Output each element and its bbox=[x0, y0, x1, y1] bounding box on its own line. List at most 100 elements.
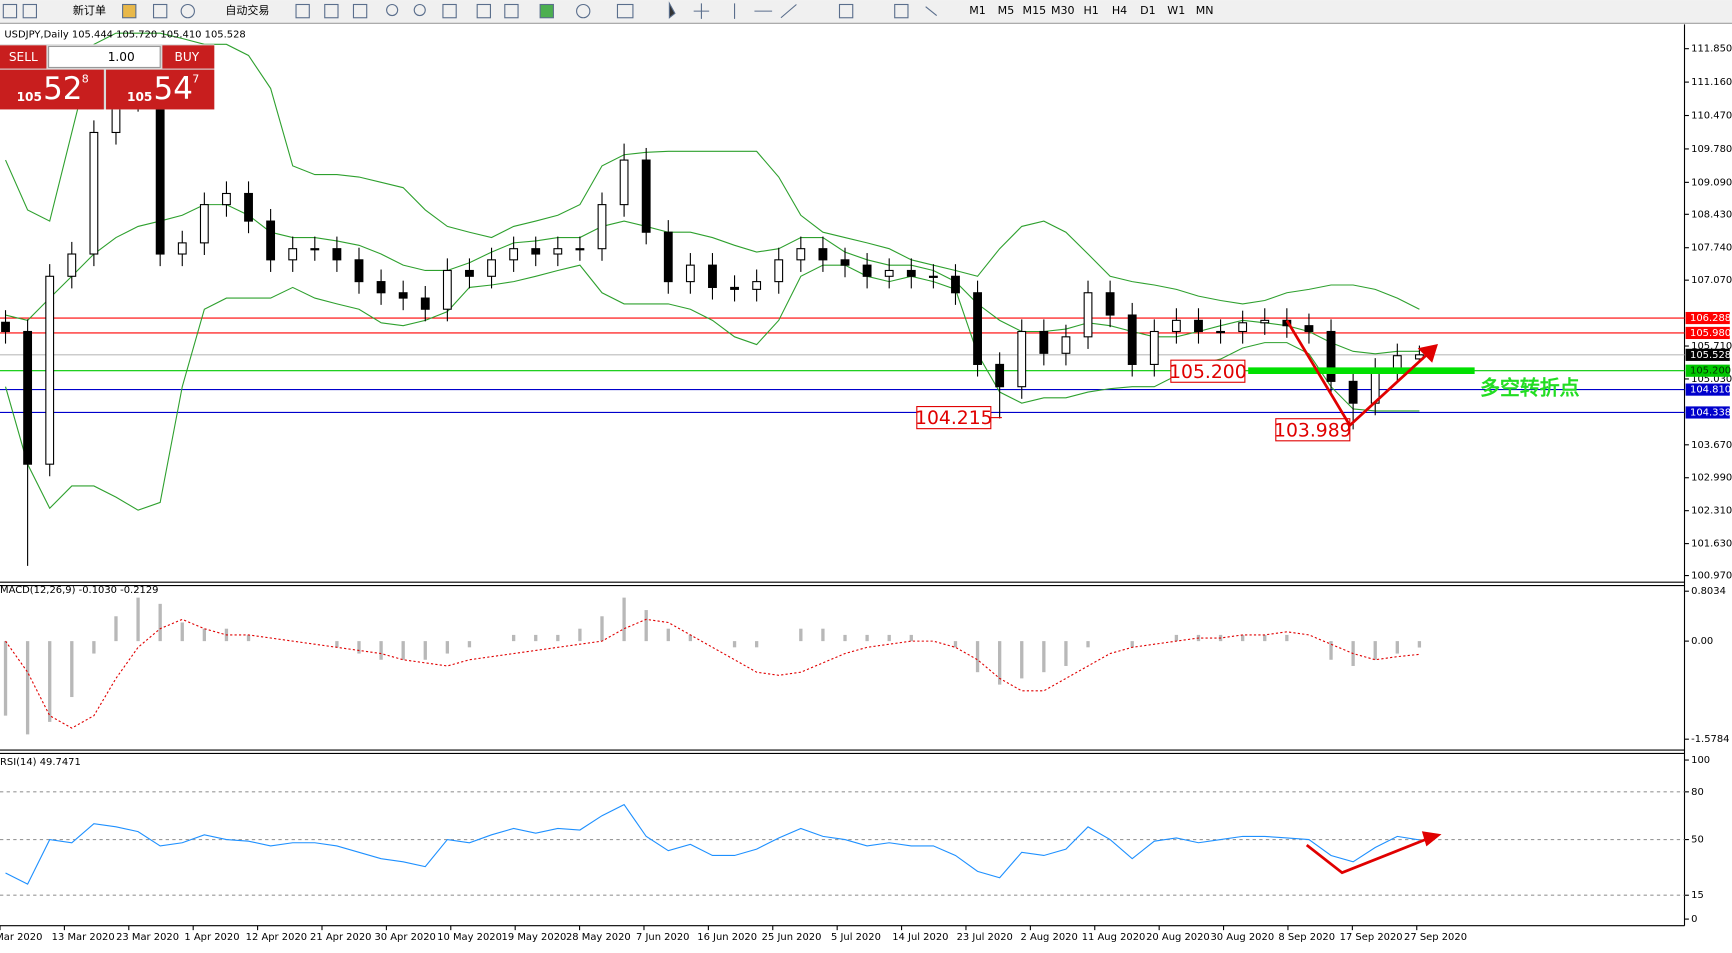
x-tick-label: 30 Aug 2020 bbox=[1210, 932, 1274, 943]
icon[interactable] bbox=[668, 1, 676, 19]
level-label-box bbox=[1685, 326, 1730, 340]
y-tick-label: 108.430 bbox=[1691, 209, 1732, 220]
candle-body bbox=[1171, 319, 1181, 333]
candle-body bbox=[774, 259, 784, 283]
candle-body bbox=[1083, 292, 1093, 338]
y-tick-label: 111.850 bbox=[1691, 44, 1732, 55]
candle-body bbox=[619, 159, 629, 206]
y-tick-label: 80 bbox=[1691, 787, 1704, 798]
timeframe-button[interactable]: H1 bbox=[1083, 4, 1098, 17]
y-tick-label: 100.970 bbox=[1691, 571, 1732, 582]
icon[interactable] bbox=[122, 3, 137, 19]
icon[interactable] bbox=[539, 3, 554, 19]
candle-body bbox=[708, 264, 717, 288]
icon[interactable] bbox=[476, 3, 491, 19]
x-tick-label: 23 Mar 2020 bbox=[116, 932, 179, 943]
candle-body bbox=[1, 321, 10, 333]
rsi-label: RSI(14) 49.7471 bbox=[0, 757, 81, 768]
sell-price-box[interactable] bbox=[0, 69, 104, 110]
x-tick-label: 2 Aug 2020 bbox=[1020, 932, 1077, 943]
icon[interactable] bbox=[576, 3, 591, 19]
x-tick-label: 23 Jul 2020 bbox=[957, 932, 1013, 943]
candle-body bbox=[1127, 314, 1137, 365]
lots-value[interactable]: 1.00 bbox=[108, 50, 135, 64]
timeframe-button[interactable]: D1 bbox=[1140, 4, 1156, 17]
level-label: 105.528 bbox=[1690, 350, 1731, 361]
icon[interactable] bbox=[734, 3, 797, 19]
timeframe-button[interactable]: MN bbox=[1196, 4, 1214, 17]
icon[interactable] bbox=[324, 3, 339, 19]
candle-body bbox=[420, 297, 430, 310]
x-tick-label: 30 Apr 2020 bbox=[374, 932, 435, 943]
price-annotation-box bbox=[1275, 418, 1351, 442]
y-tick-label: 109.780 bbox=[1691, 144, 1732, 155]
candle-body bbox=[1039, 330, 1049, 354]
sell-button[interactable] bbox=[0, 45, 47, 69]
turning-point-label: 多空转折点 bbox=[1480, 376, 1580, 399]
plot-area: 105.200 104.215 103.989 多空转折点 bbox=[0, 32, 1685, 896]
price-pip: 7 bbox=[192, 73, 199, 86]
candle-body bbox=[509, 248, 519, 261]
toolbar-button[interactable]: 自动交易 bbox=[225, 3, 269, 17]
icon[interactable] bbox=[413, 3, 426, 17]
candle-body bbox=[951, 275, 960, 294]
icon[interactable] bbox=[295, 3, 310, 19]
x-tick-label: 13 Mar 2020 bbox=[52, 932, 115, 943]
sell-label[interactable]: SELL bbox=[9, 50, 38, 64]
icon[interactable] bbox=[386, 3, 399, 17]
timeframe-button[interactable]: M15 bbox=[1023, 4, 1047, 17]
icon[interactable] bbox=[894, 3, 909, 19]
price-main: 52 bbox=[43, 71, 82, 107]
lots-input[interactable] bbox=[48, 45, 161, 69]
icon[interactable] bbox=[152, 3, 168, 19]
y-tick-label: 50 bbox=[1691, 835, 1704, 846]
price-main: 54 bbox=[154, 71, 193, 107]
timeframe-button[interactable]: M30 bbox=[1051, 4, 1075, 17]
candle-body bbox=[199, 204, 209, 244]
candle-body bbox=[376, 281, 386, 294]
buy-button[interactable] bbox=[162, 45, 215, 69]
icon[interactable] bbox=[2, 3, 18, 19]
candle-body bbox=[641, 159, 651, 233]
icon[interactable] bbox=[504, 3, 519, 19]
icon[interactable] bbox=[838, 3, 854, 19]
timeframe-button[interactable]: H4 bbox=[1112, 4, 1127, 17]
icon[interactable] bbox=[616, 3, 634, 19]
bollinger-upper bbox=[5, 32, 1420, 310]
y-tick-label: 102.990 bbox=[1691, 473, 1732, 484]
icon[interactable] bbox=[22, 3, 38, 19]
candle-body bbox=[597, 204, 607, 250]
candle-body bbox=[1260, 319, 1270, 324]
candle-body bbox=[818, 248, 828, 261]
icon[interactable] bbox=[925, 6, 938, 16]
timeframe-button[interactable]: M5 bbox=[998, 4, 1015, 17]
toolbar-button[interactable]: 新订单 bbox=[73, 3, 106, 17]
icon[interactable] bbox=[693, 3, 710, 19]
timeframe-button[interactable]: M1 bbox=[969, 4, 986, 17]
toolbar-icons bbox=[2, 1, 938, 19]
buy-price-box[interactable] bbox=[106, 69, 215, 110]
icon[interactable] bbox=[180, 3, 195, 19]
toolbar bbox=[0, 0, 1732, 24]
icon[interactable] bbox=[442, 3, 457, 19]
x-tick-label: 16 Jun 2020 bbox=[697, 932, 757, 943]
candle-body bbox=[1326, 330, 1336, 382]
candle-body bbox=[663, 231, 673, 283]
candle-body bbox=[442, 269, 452, 310]
candle-body bbox=[995, 363, 1005, 388]
timeframe-button[interactable]: W1 bbox=[1167, 4, 1185, 17]
chart-header: USDJPY,Daily 105.444 105.720 105.410 105… bbox=[4, 29, 245, 40]
candle-body bbox=[332, 248, 342, 261]
price-annotation: 103.989 bbox=[1274, 420, 1352, 441]
candle-body bbox=[465, 269, 474, 277]
candle-body bbox=[796, 248, 806, 261]
y-tick-label: 102.310 bbox=[1691, 506, 1732, 517]
arrowhead bbox=[1417, 343, 1438, 363]
buy-label[interactable]: BUY bbox=[175, 50, 200, 64]
candle-body bbox=[928, 275, 938, 278]
candle-body bbox=[862, 264, 872, 277]
candle-body bbox=[884, 269, 894, 277]
icon[interactable] bbox=[352, 3, 368, 19]
